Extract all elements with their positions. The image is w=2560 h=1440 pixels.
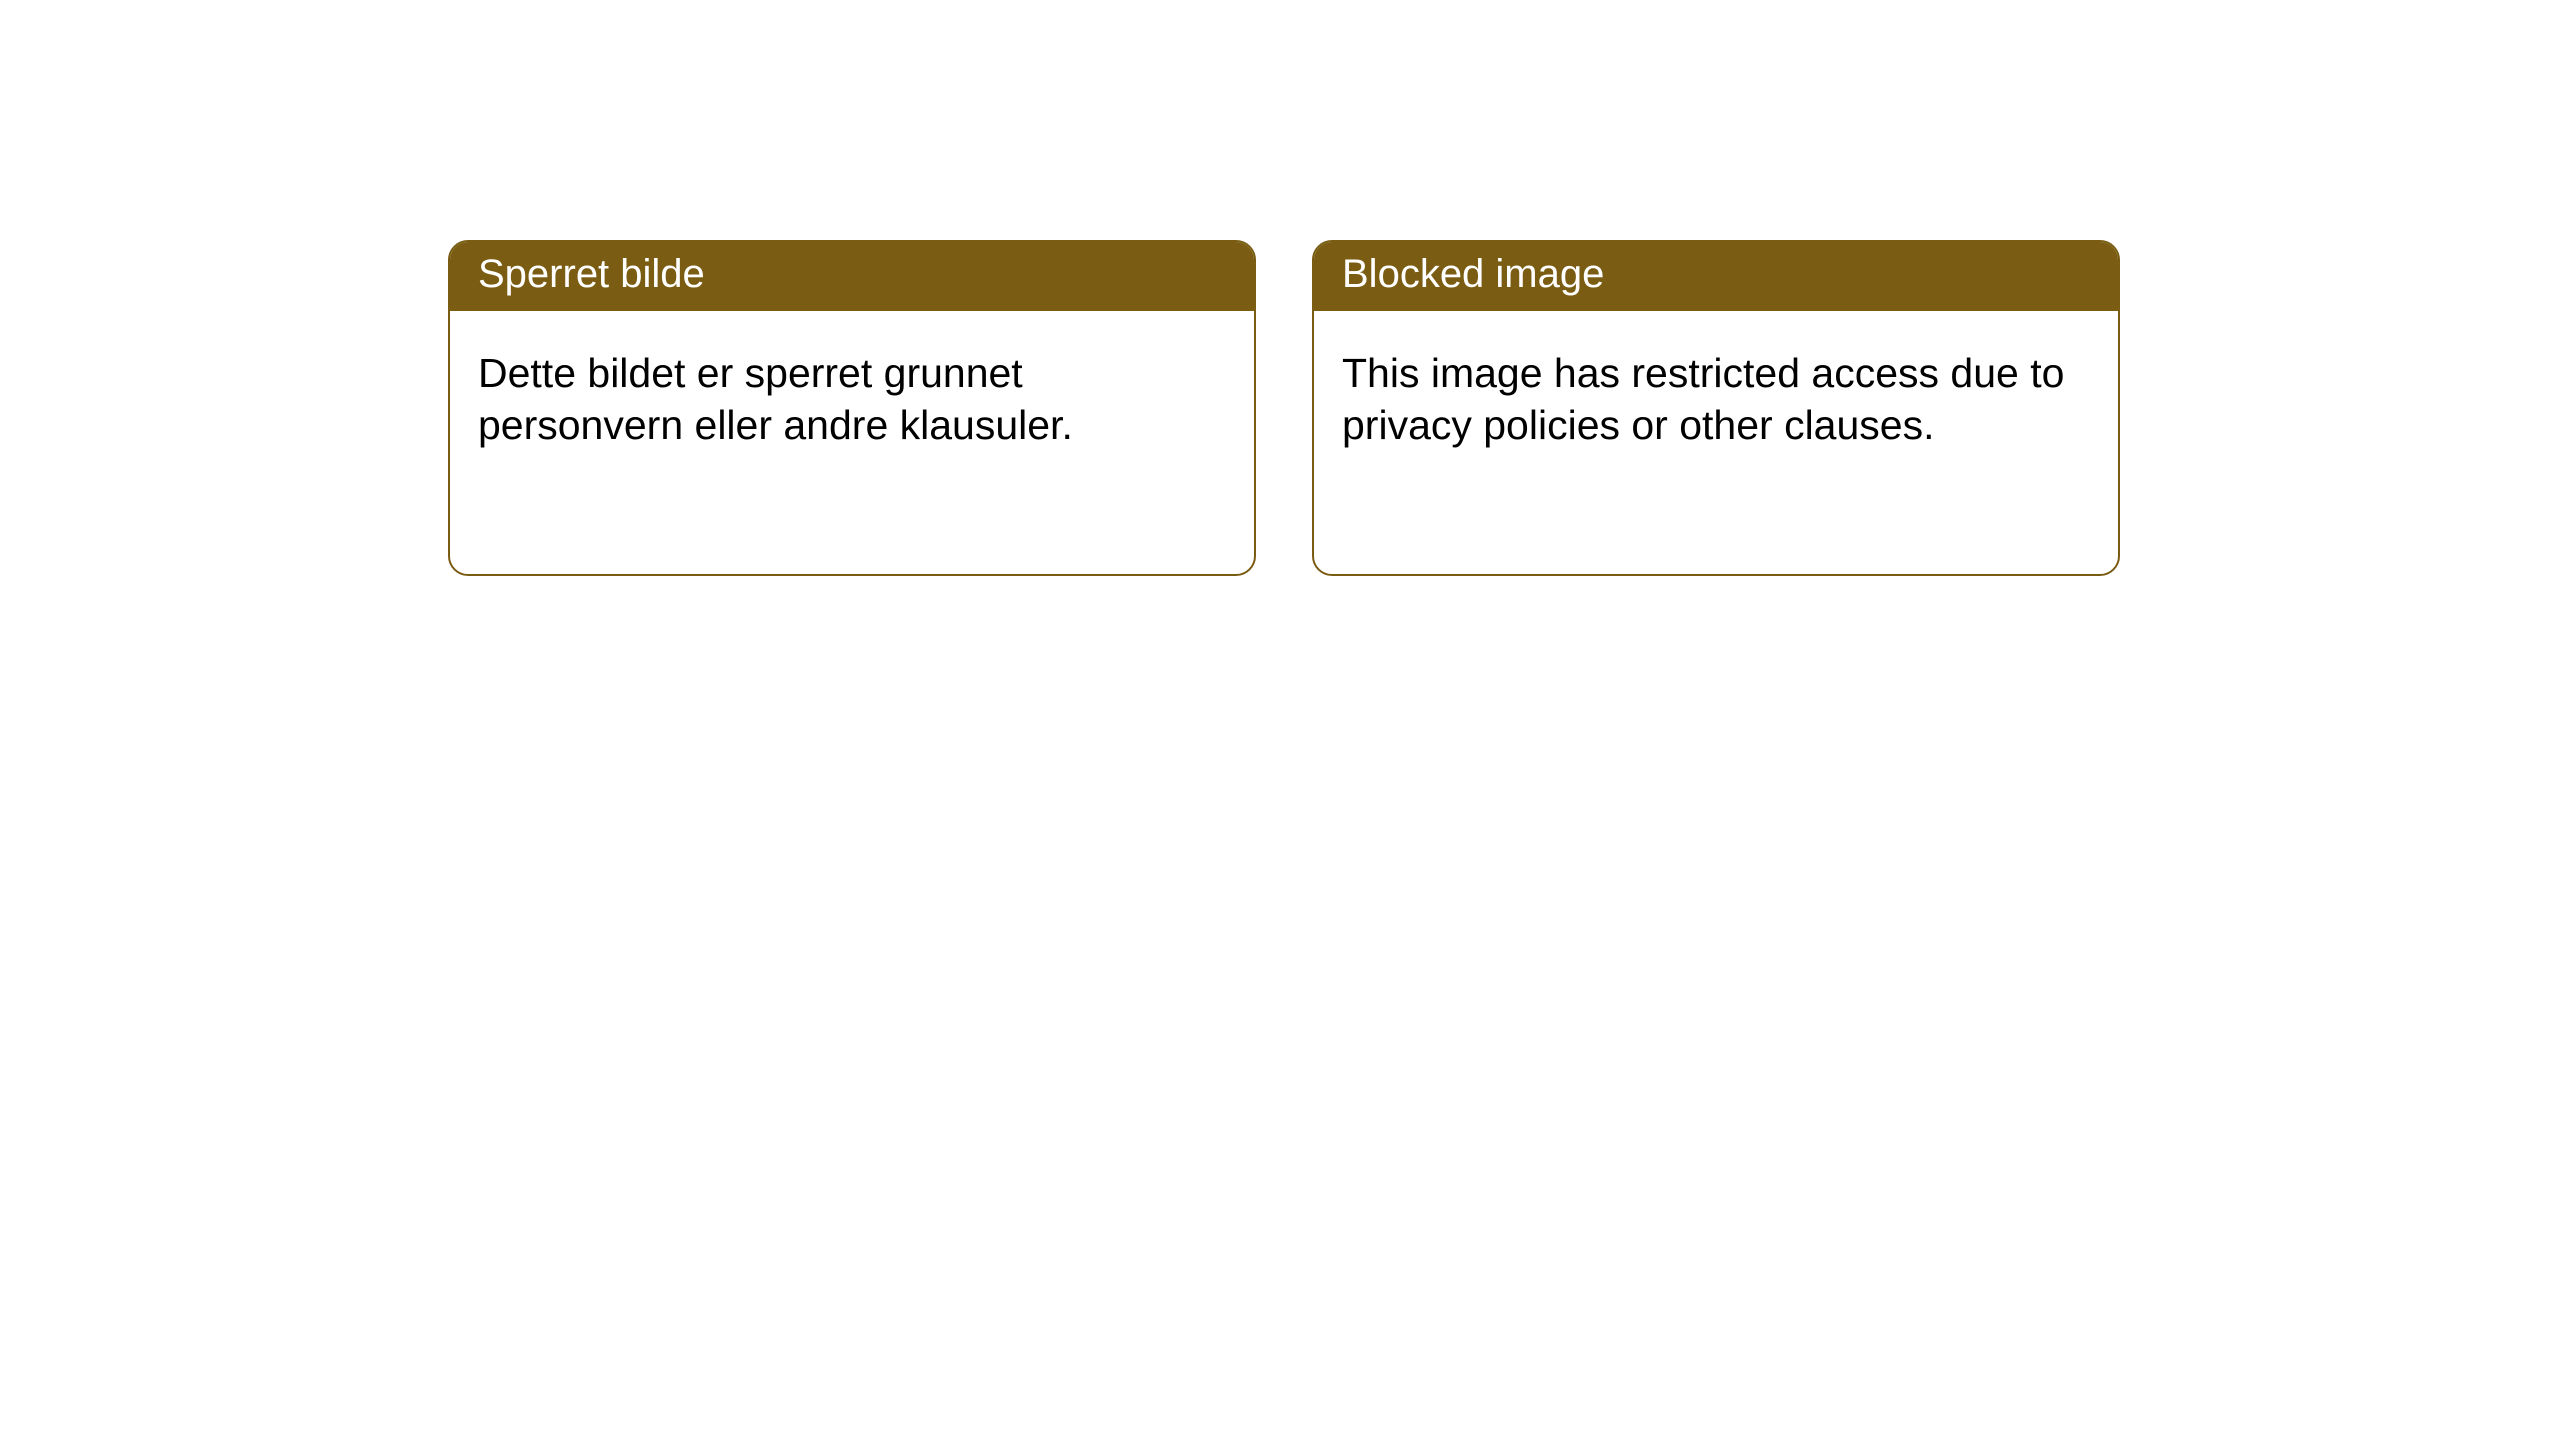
card-header: Sperret bilde [450, 242, 1254, 311]
notice-container: Sperret bilde Dette bildet er sperret gr… [448, 240, 2120, 576]
card-body: This image has restricted access due to … [1314, 311, 2118, 480]
card-body-text: This image has restricted access due to … [1342, 350, 2064, 448]
card-title: Blocked image [1342, 252, 1604, 296]
card-body: Dette bildet er sperret grunnet personve… [450, 311, 1254, 480]
card-body-text: Dette bildet er sperret grunnet personve… [478, 350, 1073, 448]
card-title: Sperret bilde [478, 252, 705, 296]
card-header: Blocked image [1314, 242, 2118, 311]
notice-card-norwegian: Sperret bilde Dette bildet er sperret gr… [448, 240, 1256, 576]
notice-card-english: Blocked image This image has restricted … [1312, 240, 2120, 576]
